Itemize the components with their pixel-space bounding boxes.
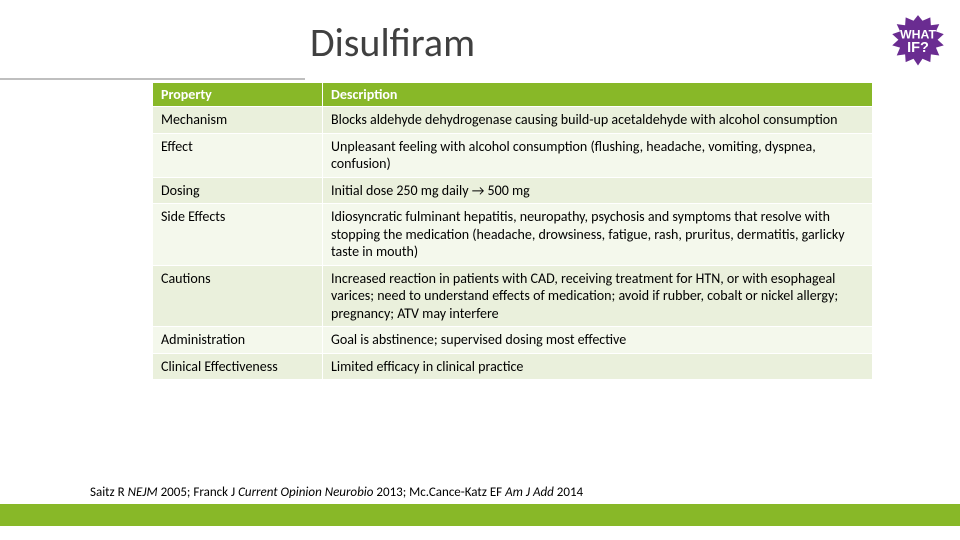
- slide: Disulfiram WHAT IF? Property Description…: [0, 0, 960, 540]
- citation-journal: Current Opinion Neurobio: [238, 485, 373, 500]
- cell-description: Blocks aldehyde dehydrogenase causing bu…: [323, 107, 873, 134]
- citation-year: 2014: [557, 485, 583, 500]
- table-row: Cautions Increased reaction in patients …: [153, 265, 873, 327]
- citation-author: Franck J: [193, 485, 235, 500]
- properties-table: Property Description Mechanism Blocks al…: [152, 82, 873, 380]
- title-rule: [0, 78, 305, 80]
- citation-author: Mc.Cance-Katz EF: [409, 485, 502, 500]
- col-header-property: Property: [153, 83, 323, 107]
- cell-property: Cautions: [153, 265, 323, 327]
- table-row: Dosing Initial dose 250 mg daily → 500 m…: [153, 177, 873, 204]
- col-header-description: Description: [323, 83, 873, 107]
- cell-description: Initial dose 250 mg daily → 500 mg: [323, 177, 873, 204]
- cell-description: Unpleasant feeling with alcohol consumpt…: [323, 133, 873, 177]
- logo-text-bottom: IF?: [907, 40, 929, 56]
- citation-author: Saitz R: [90, 485, 125, 500]
- table-row: Administration Goal is abstinence; super…: [153, 327, 873, 354]
- table-row: Mechanism Blocks aldehyde dehydrogenase …: [153, 107, 873, 134]
- citation-journal: Am J Add: [505, 485, 554, 500]
- burst-icon: WHAT IF?: [892, 15, 944, 65]
- citation-year: 2013;: [376, 485, 409, 500]
- cell-property: Dosing: [153, 177, 323, 204]
- cell-property: Administration: [153, 327, 323, 354]
- cell-property: Clinical Effectiveness: [153, 353, 323, 380]
- table-row: Effect Unpleasant feeling with alcohol c…: [153, 133, 873, 177]
- cell-description: Increased reaction in patients with CAD,…: [323, 265, 873, 327]
- table-row: Clinical Effectiveness Limited efficacy …: [153, 353, 873, 380]
- cell-description: Idiosyncratic fulminant hepatitis, neuro…: [323, 204, 873, 266]
- slide-title: Disulfiram: [310, 18, 475, 67]
- whatif-logo: WHAT IF?: [890, 14, 946, 70]
- cell-description: Limited efficacy in clinical practice: [323, 353, 873, 380]
- footer-bar: [0, 504, 960, 526]
- cell-description: Goal is abstinence; supervised dosing mo…: [323, 327, 873, 354]
- cell-property: Mechanism: [153, 107, 323, 134]
- table-row: Side Effects Idiosyncratic fulminant hep…: [153, 204, 873, 266]
- citation-journal: NEJM: [128, 485, 158, 500]
- citation: Saitz R NEJM 2005; Franck J Current Opin…: [90, 485, 583, 500]
- cell-property: Side Effects: [153, 204, 323, 266]
- table-header-row: Property Description: [153, 83, 873, 107]
- citation-year: 2005;: [161, 485, 194, 500]
- cell-property: Effect: [153, 133, 323, 177]
